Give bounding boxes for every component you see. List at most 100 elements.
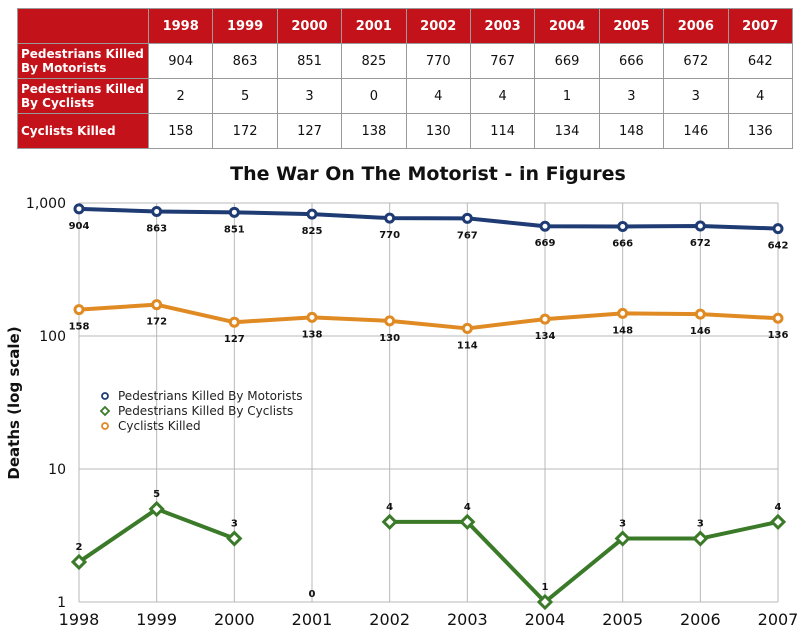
table-cell: 2 <box>147 78 214 114</box>
data-table: 1998 1999 2000 2001 2002 2003 2004 2005 … <box>17 8 794 149</box>
table-cell: 5 <box>212 78 278 114</box>
year-header: 2004 <box>534 8 600 44</box>
x-tick-label: 1999 <box>136 610 177 629</box>
data-label: 172 <box>146 317 167 328</box>
legend: Pedestrians Killed By MotoristsPedestria… <box>99 389 303 433</box>
series-line <box>78 302 779 331</box>
data-label: 158 <box>69 322 90 333</box>
year-header: 2003 <box>469 8 536 44</box>
data-point <box>459 513 476 531</box>
data-label: 851 <box>224 224 245 235</box>
table-cell: 148 <box>598 113 665 149</box>
data-point <box>461 212 473 224</box>
table-row-pedestrians-by-cyclists: Pedestrians Killed By Cyclists 2 5 3 0 4… <box>17 78 794 114</box>
series-cyclists-killed: 158 172 127 138 130 114 134 148 146 136 <box>69 299 789 351</box>
table-cell: 1 <box>534 78 600 114</box>
y-tick-label: 1,000 <box>26 196 66 212</box>
data-label: 127 <box>224 334 245 345</box>
y-tick-label: 10 <box>48 462 66 478</box>
data-label: 136 <box>768 330 789 341</box>
data-label: 3 <box>619 519 626 530</box>
x-axis-ticks: 1998 1999 2000 2001 2002 2003 2004 2005 2006 2007 <box>59 610 799 629</box>
data-point <box>617 220 629 232</box>
data-point <box>384 315 396 327</box>
table-cell: 4 <box>727 78 794 114</box>
data-point <box>539 220 551 232</box>
data-point <box>769 513 787 531</box>
table-cell: 3 <box>598 78 665 114</box>
x-tick-label: 2000 <box>214 610 255 629</box>
data-label: 4 <box>464 502 471 513</box>
legend-marker <box>101 392 109 400</box>
series-pedestrians-killed-by-cyclists: 2 5 3 0 4 4 1 3 3 4 <box>70 489 787 611</box>
data-point <box>694 220 706 232</box>
table-cell: 3 <box>276 78 343 114</box>
data-point <box>306 311 318 323</box>
table-cell: 4 <box>469 78 536 114</box>
data-label: 669 <box>535 238 556 249</box>
y-tick-label: 100 <box>39 329 66 345</box>
data-label: 4 <box>775 502 782 513</box>
data-label: 863 <box>146 224 167 235</box>
table-cell: 669 <box>534 43 600 79</box>
data-point <box>614 530 631 547</box>
table-cell: 146 <box>663 113 729 149</box>
table-cell: 851 <box>276 43 343 79</box>
data-label: 148 <box>612 325 633 336</box>
data-point <box>306 208 318 220</box>
data-point <box>73 304 85 316</box>
x-tick-label: 2003 <box>447 610 488 629</box>
data-point <box>73 203 85 215</box>
data-point <box>151 299 163 311</box>
data-point <box>772 312 784 324</box>
table-header-row: 1998 1999 2000 2001 2002 2003 2004 2005 … <box>17 8 794 44</box>
y-axis-ticks: 1 10 100 1,000 <box>26 196 66 611</box>
table-cell: 904 <box>147 43 214 79</box>
data-point <box>381 513 398 531</box>
x-tick-label: 2002 <box>369 610 410 629</box>
data-point <box>70 553 88 571</box>
chart-title: The War On The Motorist - in Figures <box>230 163 626 185</box>
data-label: 666 <box>612 238 633 249</box>
legend-marker <box>99 405 111 417</box>
y-tick-label: 1 <box>57 595 66 611</box>
table-cell: 127 <box>276 113 343 149</box>
data-label: 3 <box>697 519 704 530</box>
data-label: 642 <box>768 241 789 252</box>
table-cell: 172 <box>212 113 278 149</box>
table-cell: 0 <box>341 78 407 114</box>
table-cell: 130 <box>405 113 471 149</box>
data-label: 672 <box>690 238 711 249</box>
data-label: 5 <box>153 489 160 500</box>
series-line <box>389 519 779 604</box>
year-header: 2006 <box>663 8 729 44</box>
data-label: 0 <box>309 589 316 600</box>
table-row-cyclists-killed: Cyclists Killed 158 172 127 138 130 114 … <box>17 113 794 149</box>
data-point <box>539 313 551 325</box>
table-corner-cell <box>17 8 149 44</box>
x-tick-label: 2004 <box>525 610 566 629</box>
legend-label: Pedestrians Killed By Motorists <box>118 389 303 403</box>
legend-label: Cyclists Killed <box>118 419 201 433</box>
data-label: 767 <box>457 230 478 241</box>
data-point <box>617 307 629 319</box>
data-point <box>151 206 163 218</box>
x-tick-label: 2006 <box>680 610 721 629</box>
table-cell: 666 <box>598 43 665 79</box>
table-cell: 4 <box>405 78 471 114</box>
table-row-pedestrians-by-motorists: Pedestrians Killed By Motorists 904 863 … <box>17 43 794 79</box>
y-axis-label: Deaths (log scale) <box>5 326 23 479</box>
year-header: 1999 <box>212 8 278 44</box>
data-point <box>772 223 784 235</box>
table-cell: 672 <box>663 43 729 79</box>
data-label: 904 <box>69 221 90 232</box>
data-point <box>228 316 240 328</box>
year-header: 2007 <box>727 8 794 44</box>
data-point <box>692 530 709 547</box>
data-point <box>461 322 473 334</box>
data-label: 114 <box>457 340 478 351</box>
series-pedestrians-killed-by-motorists: 904 863 851 825 770 767 669 666 672 642 <box>69 203 789 252</box>
table-cell: 158 <box>147 113 214 149</box>
data-label: 138 <box>302 329 323 340</box>
